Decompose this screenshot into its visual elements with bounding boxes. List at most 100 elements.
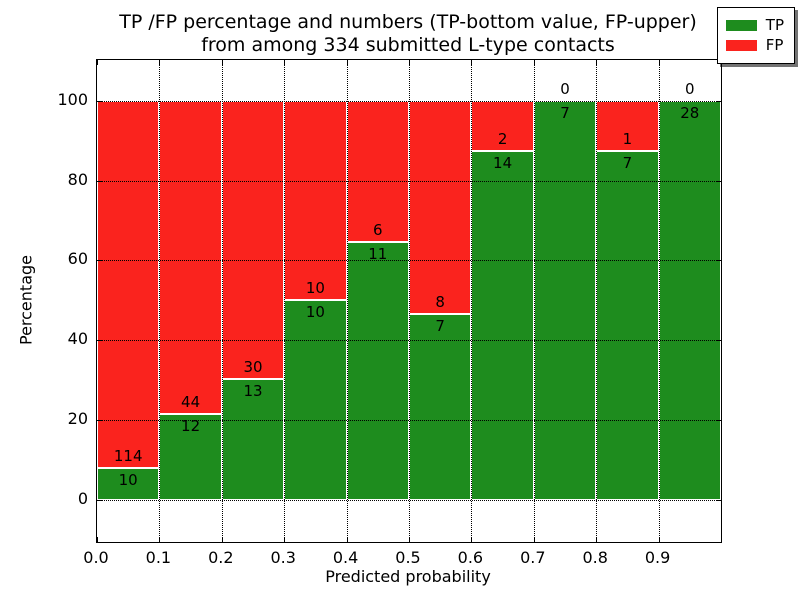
y-tick-label: 100 <box>57 89 88 109</box>
gridline-horizontal <box>97 100 721 102</box>
x-tick-label: 0.3 <box>270 548 296 567</box>
bar-segment-tp <box>409 313 472 501</box>
bar-segment-tp <box>284 300 347 501</box>
y-tick-mark <box>97 420 102 422</box>
gridline-horizontal <box>97 340 721 342</box>
gridline-horizontal <box>97 500 721 502</box>
bar-count-label-fp: 44 <box>181 393 201 412</box>
legend-label: TP <box>765 16 784 34</box>
gridline-vertical <box>346 60 348 542</box>
gridline-vertical <box>159 60 161 542</box>
bar-count-label-fp: 8 <box>435 292 445 311</box>
y-tick-label: 60 <box>67 249 88 269</box>
bar-segment-tp <box>658 100 721 501</box>
x-tick-mark <box>596 60 598 65</box>
x-tick-label: 0.8 <box>582 548 608 567</box>
legend-item: FP <box>725 36 784 54</box>
x-tick-mark <box>409 60 410 65</box>
bar-count-label-fp: 114 <box>113 446 143 465</box>
x-tick-mark <box>658 537 660 542</box>
y-tick-label: 40 <box>67 329 88 349</box>
x-tick-label: 0.9 <box>644 548 671 567</box>
gridline-horizontal <box>97 420 721 422</box>
x-tick-mark <box>346 60 348 65</box>
x-tick-label: 0.6 <box>457 548 484 567</box>
bar-count-label-tp: 14 <box>493 153 513 172</box>
bar-count-label-fp: 0 <box>560 79 570 98</box>
x-tick-mark <box>221 60 223 65</box>
bar-count-label-tp: 28 <box>680 103 700 122</box>
legend-label: FP <box>765 36 784 54</box>
bar-segment-fp <box>159 100 222 415</box>
bar-segment-tp <box>533 100 597 501</box>
bar-segment-fp <box>284 100 347 301</box>
y-tick-mark <box>97 340 102 342</box>
y-tick-mark <box>716 340 721 342</box>
gridline-horizontal <box>97 180 721 182</box>
bar-count-label-tp: 7 <box>435 316 445 335</box>
x-tick-mark <box>284 60 286 65</box>
bar-segment-tp <box>159 414 222 501</box>
bar-count-label-tp: 13 <box>243 382 263 401</box>
legend: TP FP <box>716 7 795 64</box>
bar-segment-tp <box>346 241 409 501</box>
x-tick-mark <box>658 60 660 65</box>
bar-segment-fp <box>409 100 472 314</box>
bar-segment-tp <box>596 150 659 501</box>
gridline-vertical <box>284 60 286 542</box>
bar-count-label-fp: 10 <box>305 279 325 298</box>
bar-count-label-tp: 12 <box>181 417 201 436</box>
chart-title-line-2: from among 334 submitted L-type contacts <box>201 34 615 56</box>
y-tick-mark <box>716 180 721 182</box>
plot-area: 114 10 44 12 30 13 10 10 6 11 8 7 2 14 0 7 1 7 0 28 <box>96 59 722 543</box>
y-tick-mark <box>716 500 721 502</box>
gridline-vertical <box>221 60 223 542</box>
x-tick-label: 0.5 <box>395 548 421 567</box>
x-tick-mark <box>533 60 535 65</box>
bar-segment-tp <box>97 467 160 501</box>
bar-count-label-fp: 6 <box>373 220 383 239</box>
x-tick-mark <box>346 537 348 542</box>
tp-swatch-icon <box>725 20 757 31</box>
bar-count-label-tp: 10 <box>118 470 138 489</box>
x-tick-mark <box>159 60 161 65</box>
x-tick-label: 0.4 <box>332 548 359 567</box>
x-tick-mark <box>533 537 535 542</box>
bar-count-label-tp: 10 <box>305 303 325 322</box>
y-tick-label: 0 <box>77 489 88 509</box>
x-tick-mark <box>471 60 473 65</box>
gridline-vertical <box>596 60 598 542</box>
x-tick-mark <box>97 537 98 542</box>
x-tick-mark <box>284 537 286 542</box>
bar-count-label-fp: 1 <box>622 129 633 148</box>
bar-count-label-fp: 30 <box>243 358 263 377</box>
bar-count-label-fp: 0 <box>685 79 695 98</box>
x-tick-mark <box>471 537 473 542</box>
bar-count-label-tp: 11 <box>368 244 388 263</box>
fp-swatch-icon <box>725 40 757 51</box>
x-tick-mark <box>596 537 598 542</box>
bar-segment-tp <box>471 150 534 501</box>
x-tick-label: 0.7 <box>520 548 546 567</box>
x-tick-mark <box>221 537 223 542</box>
bar-segment-fp <box>221 100 285 380</box>
x-tick-label: 0.0 <box>83 548 109 567</box>
y-tick-mark <box>97 100 102 102</box>
y-tick-mark <box>97 500 102 502</box>
bar-count-label-tp: 7 <box>622 153 633 172</box>
gridline-vertical <box>471 60 473 542</box>
x-axis-label: Predicted probability <box>325 567 491 586</box>
gridline-vertical <box>658 60 660 542</box>
x-tick-label: 0.1 <box>145 548 172 567</box>
y-tick-mark <box>716 420 721 422</box>
bar-count-label-tp: 7 <box>560 103 570 122</box>
y-tick-mark <box>97 180 102 182</box>
y-tick-mark <box>97 260 102 262</box>
legend-item: TP <box>725 16 784 34</box>
gridline-vertical <box>409 60 410 542</box>
bar-segment-fp <box>97 100 160 468</box>
y-axis-label: Percentage <box>16 254 36 346</box>
x-tick-label: 0.2 <box>208 548 234 567</box>
chart-title: TP /FP percentage and numbers (TP-bottom… <box>96 11 720 57</box>
